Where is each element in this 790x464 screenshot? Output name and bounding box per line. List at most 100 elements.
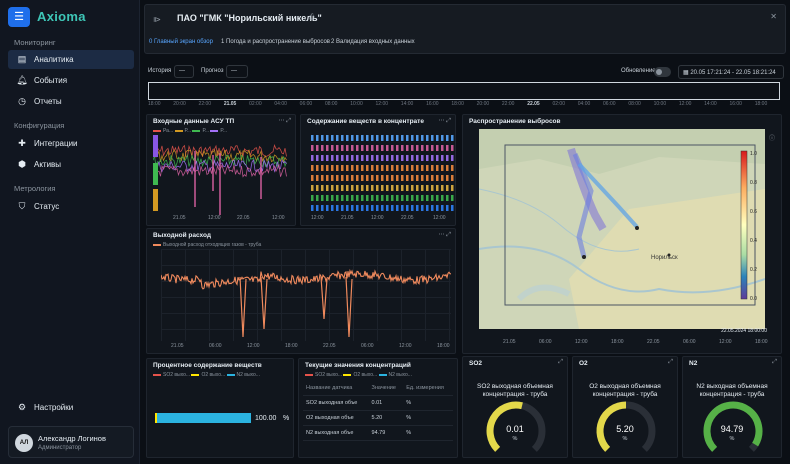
timeline-slider[interactable] [148, 82, 780, 100]
concentrate-mark [311, 145, 314, 151]
tab-validation[interactable]: 2 Валидация входных данных [331, 39, 415, 45]
forecast-select[interactable]: — [226, 65, 248, 78]
gauge-fill [486, 401, 523, 452]
concentrate-mark [401, 195, 404, 201]
panel-menu-icon[interactable]: ⤢ [772, 359, 777, 365]
info-icon[interactable]: ⓘ [768, 136, 775, 142]
panel-title: Входные данные АСУ ТП [153, 118, 235, 125]
tab-overview[interactable]: 0 Главный экран обзор [149, 39, 213, 45]
panel-menu-icon[interactable]: ⋯ ⤢ [438, 232, 451, 238]
time-range-picker[interactable]: ▦ 20.05 17:21:24 - 22.05 18:21:24 [678, 65, 784, 79]
concentrate-mark [376, 135, 379, 141]
concentrate-mark [381, 145, 384, 151]
concentrate-mark [441, 165, 444, 171]
column-header[interactable]: Название датчика [303, 381, 369, 396]
sidebar-item-label: Активы [34, 160, 62, 169]
calendar-icon: ▦ [683, 70, 691, 76]
concentrate-mark [406, 145, 409, 151]
close-icon[interactable]: ✕ [770, 12, 777, 21]
concentrate-mark [406, 135, 409, 141]
panel-menu-icon[interactable]: ⤢ [558, 359, 563, 365]
sidebar-item-status[interactable]: ⛉ Статус [8, 197, 134, 216]
collapse-icon[interactable]: ⧐ [153, 15, 161, 24]
percent-value: 100.00 [255, 415, 277, 422]
timeline-tick: 20:00 [173, 101, 186, 107]
concentrate-mark [321, 175, 324, 181]
concentrate-mark [341, 175, 344, 181]
sidebar-item-label: Настройки [34, 403, 74, 412]
concentrate-mark [381, 135, 384, 141]
concentrate-mark [326, 185, 329, 191]
concentrate-mark [446, 185, 449, 191]
panel-title: Выходной расход [153, 232, 211, 239]
page-title: ПАО "ГМК "Норильский никель" [177, 13, 322, 23]
flow-time-tick: 18:00 [437, 343, 450, 349]
panel-menu-icon[interactable]: ⋯ ⤢ [438, 118, 451, 124]
tick-label: 22.05 [401, 215, 414, 221]
axis-badge [153, 163, 158, 185]
sidebar-item-integrations[interactable]: ✚ Интеграции [8, 134, 134, 153]
sidebar-item-assets[interactable]: ⬢ Активы [8, 155, 134, 174]
panel-current-values: Текущие значения концентраций SO2 выхо..… [298, 358, 458, 458]
concentrate-mark [326, 145, 329, 151]
concentrate-mark [346, 155, 349, 161]
concentrate-mark [371, 165, 374, 171]
concentrate-mark [431, 165, 434, 171]
concentrate-mark [331, 175, 334, 181]
user-name: Александр Логинов [38, 434, 106, 443]
panel-title: N2 [689, 360, 698, 367]
hamburger-icon[interactable]: ☰ [8, 7, 30, 27]
refresh-toggle[interactable] [654, 67, 671, 77]
concentrate-mark [381, 185, 384, 191]
panel-menu-icon[interactable]: ⋯ ⤢ [278, 118, 291, 124]
legend-item: Р... [202, 128, 210, 134]
concentrate-mark [346, 165, 349, 171]
column-header[interactable]: Ед. измерения [403, 381, 453, 396]
panel-percent: Процентное содержание веществ SO2 выхо..… [146, 358, 294, 458]
concentrate-mark [336, 185, 339, 191]
concentrate-mark [401, 185, 404, 191]
legend-item: Р... [184, 128, 193, 134]
avatar: АЛ [15, 434, 33, 452]
concentrate-mark [386, 205, 389, 211]
history-label: История [148, 68, 172, 74]
history-select[interactable]: — [174, 65, 194, 78]
sidebar-item-analytics[interactable]: ▤ Аналитика [8, 50, 134, 69]
sidebar-item-settings[interactable]: ⚙ Настройки [8, 398, 134, 417]
sidebar-item-reports[interactable]: ◷ Отчеты [8, 92, 134, 111]
map-timestamp: 22.05.2024 18:00:00 [721, 328, 767, 334]
timeline-tick: 18:00 [148, 101, 161, 107]
scale-label: 0.6 [750, 209, 757, 215]
concentrate-mark [361, 155, 364, 161]
panel-emission-map: Распространение выбросов ⓘ Норильск [462, 114, 782, 354]
concentrate-mark [421, 175, 424, 181]
timeline-tick: 21.05 [223, 101, 237, 107]
share-icon[interactable]: ⎙ [309, 14, 315, 21]
column-header[interactable]: Значение [368, 381, 404, 396]
timeline-tick: 06:00 [299, 101, 313, 107]
concentrate-mark [341, 205, 344, 211]
scale-label: 1.0 [750, 151, 757, 157]
concentrate-mark [436, 145, 439, 151]
table-row: N2 выходная объе 94.79 % [303, 425, 453, 441]
emission-map[interactable]: Норильск 1.0 0.8 0.6 0.4 0.2 0.0 [479, 129, 765, 329]
concentrate-mark [316, 165, 319, 171]
concentrate-mark [311, 195, 314, 201]
timeline-tick: 04:00 [274, 101, 287, 107]
concentrate-mark [401, 155, 404, 161]
concentrate-mark [441, 185, 444, 191]
concentrate-mark [356, 155, 359, 161]
concentrate-mark [331, 185, 334, 191]
panel-title: Процентное содержание веществ [153, 362, 262, 369]
concentrate-mark [351, 185, 354, 191]
concentrate-mark [361, 165, 364, 171]
gauge-value: 5.20 [616, 424, 634, 434]
concentrate-mark [396, 145, 399, 151]
concentrate-mark [396, 205, 399, 211]
panel-menu-icon[interactable]: ⤢ [668, 359, 673, 365]
tab-weather[interactable]: 1 Погода и распространение выбросов [221, 39, 330, 45]
concentrate-mark [426, 155, 429, 161]
user-profile[interactable]: АЛ Александр Логинов Администратор [8, 426, 134, 458]
clock-icon: ◷ [18, 96, 26, 106]
sidebar-item-events[interactable]: 🔔︎ События [8, 71, 134, 90]
